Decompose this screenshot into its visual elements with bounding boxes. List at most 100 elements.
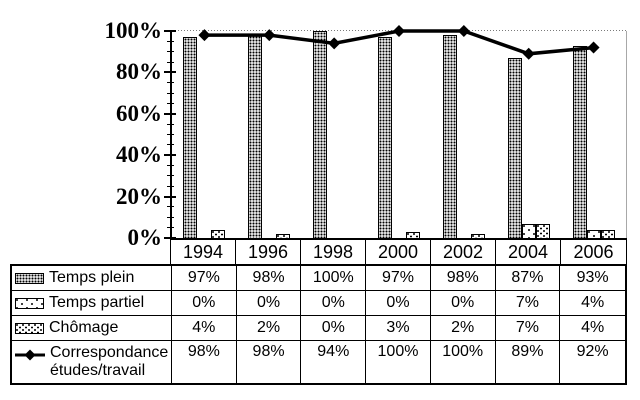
y-tick-65	[167, 102, 174, 104]
year-label-2002: 2002	[431, 240, 496, 264]
table-value-1998-row2: 0%	[301, 316, 367, 341]
table-value-1996-row2: 2%	[236, 316, 302, 341]
y-axis-label-60: 60%	[116, 100, 162, 126]
table-value-2000-row0: 97%	[366, 266, 431, 291]
bar-temps-plein-1994	[183, 37, 198, 238]
y-tick-50	[167, 134, 174, 135]
y-tick-60	[164, 112, 176, 115]
y-axis-label-20: 20%	[116, 183, 162, 209]
table-value-1994-row1: 0%	[172, 291, 237, 316]
table-value-2006-row3: 92%	[576, 343, 609, 360]
table-value-2000-row2: 3%	[366, 316, 431, 341]
y-tick-20	[164, 195, 176, 198]
table-value-1998-row1: 0%	[301, 291, 367, 316]
table-value-2006-row0: 93%	[560, 266, 625, 291]
y-tick-85	[167, 61, 174, 63]
legend-label-1: Temps partiel	[49, 294, 145, 311]
table-value-1994-row0: 97%	[172, 266, 237, 291]
y-tick-55	[167, 123, 174, 125]
bar-temps-plein-2000	[378, 37, 392, 238]
legend-cell-2: Chômage	[12, 316, 172, 341]
bar-chômage-2002	[470, 233, 485, 238]
table-value-2002-row2: 2%	[430, 316, 496, 341]
table-value-2006-row1: 4%	[560, 291, 625, 316]
legend-cell-3: Correspondance études/travail	[12, 341, 172, 383]
diamond-marker-2004	[522, 47, 535, 60]
table-value-2002-row0: 98%	[430, 266, 496, 291]
table-value-1996-row0: 98%	[236, 266, 302, 291]
y-axis-label-40: 40%	[116, 142, 162, 168]
legend-label-3: Correspondance études/travail	[50, 344, 169, 379]
year-label-1994: 1994	[171, 240, 236, 264]
bar-temps-plein-1996	[248, 35, 263, 238]
table-value-2006-row2: 4%	[560, 316, 625, 341]
y-tick-90	[167, 51, 174, 53]
y-tick-100	[164, 30, 176, 32]
bar-temps-plein-2006	[572, 45, 587, 238]
y-tick-10	[167, 216, 174, 218]
plot-right-border	[626, 31, 627, 238]
y-tick-30	[167, 175, 174, 177]
year-label-2006: 2006	[573, 241, 614, 262]
y-axis-line	[170, 31, 172, 240]
table-value-2002-row1: 0%	[430, 291, 496, 316]
diamond-marker-2000	[393, 25, 405, 37]
table-value-1998-row0: 100%	[301, 266, 367, 291]
diamond-marker-1994	[198, 29, 211, 42]
y-tick-15	[167, 206, 174, 208]
table-value-2000-row1: 0%	[366, 291, 431, 316]
sparse-dots-icon	[15, 297, 44, 309]
table-value-2004-row3: 89%	[496, 341, 561, 383]
table-value-2004-row2: 7%	[495, 316, 561, 341]
table-value-2002-row3: 100%	[431, 341, 496, 383]
line-diamond-icon	[15, 349, 45, 361]
y-tick-80	[164, 71, 176, 74]
x-axis-category-row: 1994 1996 1998 2000 2002 2004 2006	[170, 239, 627, 265]
bar-chômage-2000	[406, 231, 420, 238]
diamond-marker-1996	[263, 29, 276, 42]
diamond-marker-1998	[328, 37, 341, 50]
plot-area	[172, 25, 626, 238]
table-value-1994-row3: 98%	[172, 341, 237, 383]
y-tick-40	[164, 154, 176, 157]
bar-chômage-2006	[600, 229, 615, 238]
medium-dots-icon	[15, 322, 44, 334]
y-axis-label-80: 80%	[116, 59, 162, 85]
diamond-marker-2006	[587, 41, 600, 54]
bar-temps-partiel-2006	[586, 229, 601, 238]
y-tick-35	[167, 165, 174, 167]
table-value-2004-row0: 87%	[495, 266, 561, 291]
bar-temps-plein-1998	[313, 31, 328, 238]
legend-cell-1: Temps partiel	[12, 291, 172, 316]
year-label-1996: 1996	[236, 240, 301, 264]
table-value-1994-row2: 4%	[172, 316, 237, 341]
bar-chômage-1996	[276, 233, 291, 238]
line-series	[198, 25, 600, 60]
legend-cell-0: Temps plein	[12, 266, 172, 291]
y-tick-95	[167, 40, 174, 42]
table-value-1996-row3: 98%	[237, 341, 302, 383]
dense-dots-icon	[15, 272, 44, 284]
bar-temps-plein-2002	[442, 35, 457, 238]
bar-temps-partiel-2004	[521, 223, 536, 238]
year-label-1998: 1998	[301, 240, 366, 264]
year-label-2004: 2004	[496, 240, 561, 264]
y-tick-0	[164, 237, 176, 239]
bar-temps-plein-2004	[507, 57, 522, 238]
table-value-1996-row1: 0%	[236, 291, 302, 316]
y-axis-label-100: 100%	[104, 18, 163, 43]
table-value-1998-row3: 94%	[301, 341, 367, 383]
y-tick-25	[167, 185, 174, 187]
y-tick-5	[167, 227, 174, 229]
table-value-2004-row1: 7%	[495, 291, 561, 316]
legend-label-0: Temps plein	[49, 269, 135, 286]
table-value-2000-row3: 100%	[366, 341, 431, 383]
y-axis-label-0: 0%	[127, 225, 163, 250]
data-table: Temps plein 97% 98% 100% 97% 98% 87% 93% Temps p…	[10, 264, 627, 385]
y-tick-75	[167, 82, 174, 84]
year-label-2000: 2000	[366, 240, 431, 264]
bar-chômage-2004	[535, 223, 550, 238]
legend-label-2: Chômage	[49, 319, 119, 336]
bar-chômage-1994	[211, 229, 226, 238]
